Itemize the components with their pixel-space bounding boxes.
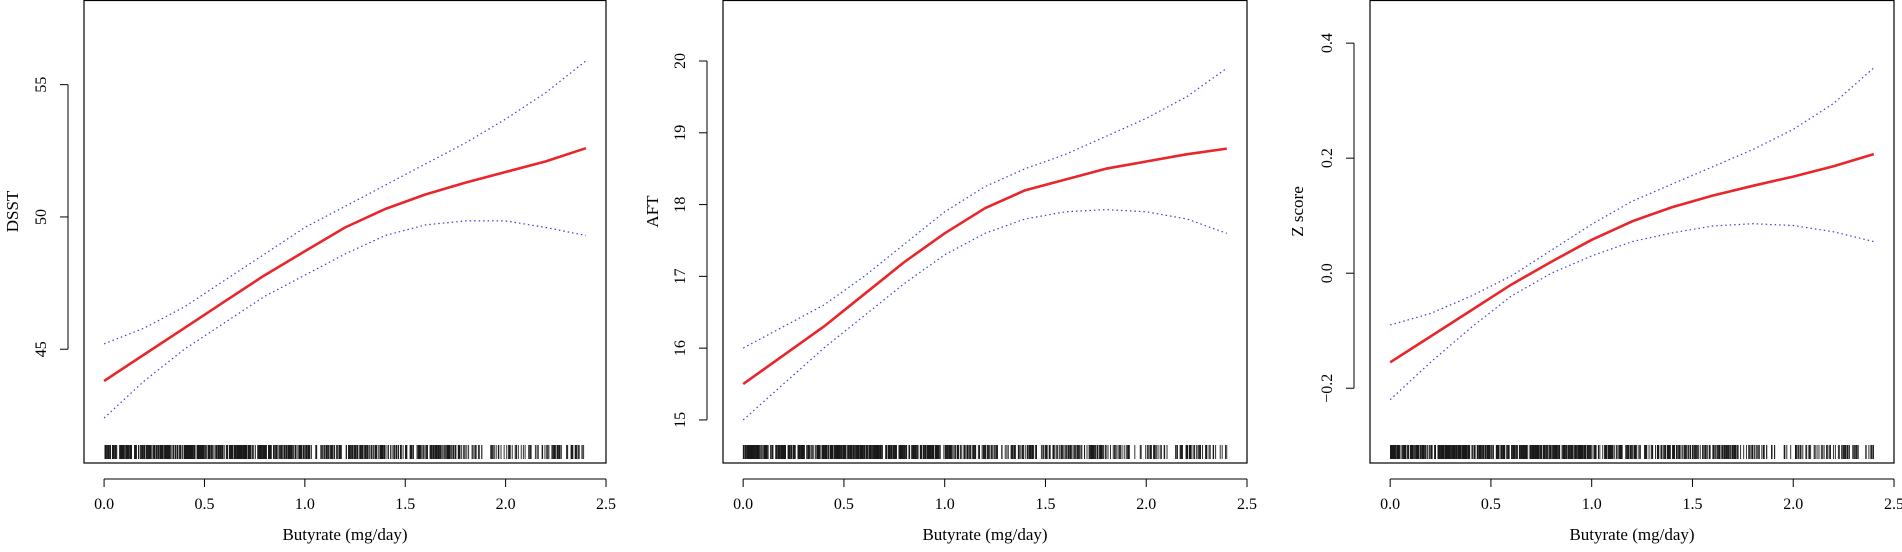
- rug-marks: [742, 445, 1228, 459]
- y-tick-label: 15: [672, 412, 689, 428]
- x-tick-label: 1.0: [1582, 496, 1602, 513]
- ci-lower-curve: [742, 208, 1228, 421]
- y-tick-label: 20: [672, 53, 689, 69]
- y-axis-label: AFT: [643, 195, 662, 228]
- fitted-curve: [742, 147, 1227, 386]
- x-tick-label: 1.5: [1682, 496, 1702, 513]
- y-tick-label: 50: [33, 209, 50, 225]
- x-tick-label: 1.5: [395, 496, 415, 513]
- fitted-curve: [103, 146, 587, 383]
- y-tick-label: 0.0: [1319, 263, 1336, 283]
- plot-frame: [83, 0, 607, 464]
- y-tick-label: 19: [672, 125, 689, 141]
- y-tick-label: 0.4: [1319, 33, 1336, 53]
- x-tick-label: 0.5: [194, 496, 214, 513]
- y-tick-label: 16: [672, 340, 689, 356]
- y-axis-label: DSST: [3, 190, 22, 232]
- x-tick-label: 0.5: [1481, 496, 1501, 513]
- y-tick-label: 18: [672, 197, 689, 213]
- panel-3: 0.0 0.5 1.0 1.5 2.0 2.5 −0.2 0.0 0.2 0.4 Butyrate …: [1288, 0, 1902, 544]
- x-tick-label: 0.0: [94, 496, 114, 513]
- ci-upper-curve: [742, 67, 1228, 349]
- fitted-curve: [1389, 152, 1875, 364]
- plot-frame: [1369, 0, 1895, 464]
- y-tick-label: 55: [33, 77, 50, 93]
- x-tick-label: 2.0: [496, 496, 516, 513]
- x-tick-label: 0.0: [1380, 496, 1400, 513]
- ci-lower-curve: [103, 220, 587, 419]
- x-tick-label: 2.0: [1136, 496, 1156, 513]
- panel-2: 0.0 0.5 1.0 1.5 2.0 2.5 15 16 17 18 19 20 Butyrate (…: [643, 0, 1257, 544]
- y-axis-label: Z score: [1288, 186, 1307, 237]
- y-tick-label: −0.2: [1319, 374, 1336, 403]
- ci-upper-curve: [1390, 67, 1875, 326]
- x-tick-label: 2.5: [1237, 496, 1257, 513]
- y-tick-label: 45: [33, 341, 50, 357]
- x-tick-label: 0.0: [733, 496, 753, 513]
- y-tick-label: 17: [672, 268, 689, 284]
- x-tick-label: 1.5: [1035, 496, 1055, 513]
- x-axis-label: Butyrate (mg/day): [922, 525, 1047, 544]
- ci-lower-curve: [1389, 223, 1874, 401]
- x-tick-label: 2.0: [1783, 496, 1803, 513]
- plot-frame: [722, 0, 1248, 464]
- x-tick-label: 1.0: [295, 496, 315, 513]
- x-tick-label: 1.0: [935, 496, 955, 513]
- rug-marks: [1390, 445, 1875, 459]
- x-tick-label: 2.5: [1884, 496, 1902, 513]
- y-tick-label: 0.2: [1319, 148, 1336, 168]
- x-axis-label: Butyrate (mg/day): [282, 525, 407, 544]
- x-tick-label: 0.5: [834, 496, 854, 513]
- x-axis-label: Butyrate (mg/day): [1569, 525, 1694, 544]
- x-tick-label: 2.5: [596, 496, 616, 513]
- rug-marks: [104, 445, 585, 459]
- ci-upper-curve: [103, 60, 587, 345]
- panel-1: 0.0 0.5 1.0 1.5 2.0 2.5 45 50 55 Butyrate (mg/day…: [3, 0, 616, 544]
